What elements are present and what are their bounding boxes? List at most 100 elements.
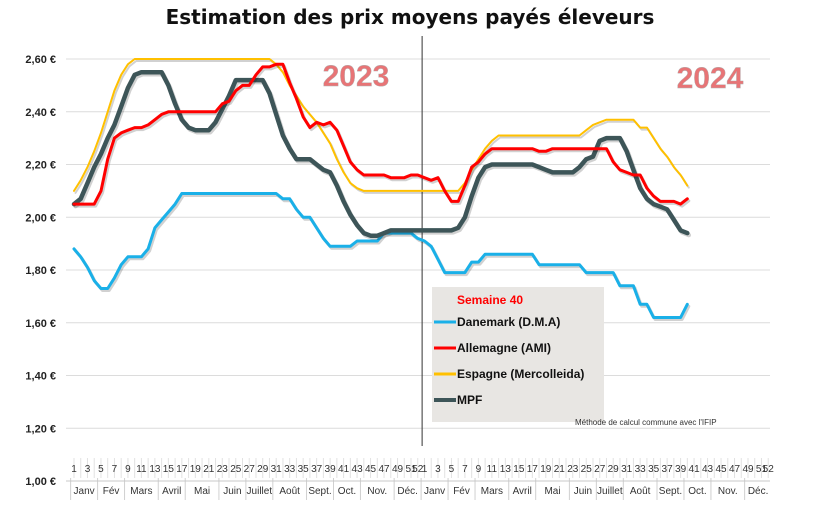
y-tick-label: 1,60 € — [25, 318, 56, 330]
x-tick-label: 5 — [449, 464, 455, 475]
x-tick-label: 1 — [422, 464, 428, 475]
month-label: Août — [279, 486, 300, 497]
x-tick-label: 31 — [621, 464, 633, 475]
month-label: Fév — [103, 486, 120, 497]
month-label: Janv — [74, 486, 95, 497]
month-label: Juillet — [247, 486, 273, 497]
x-tick-label: 52 — [763, 464, 775, 475]
chart-title: Estimation des prix moyens payés éleveur… — [166, 5, 655, 29]
x-tick-label: 33 — [635, 464, 647, 475]
year-label-2023: 2023 — [323, 60, 390, 93]
x-tick-label: 9 — [476, 464, 482, 475]
x-tick-label: 19 — [540, 464, 552, 475]
x-tick-label: 7 — [462, 464, 468, 475]
x-tick-label: 25 — [581, 464, 593, 475]
month-label: Nov. — [367, 486, 387, 497]
month-label: Juin — [223, 486, 241, 497]
month-label: Juillet — [597, 486, 623, 497]
month-label: Oct. — [688, 486, 706, 497]
x-tick-label: 11 — [136, 464, 147, 475]
x-tick-label: 43 — [702, 464, 714, 475]
x-tick-label: 52 — [412, 464, 424, 475]
month-label: Mars — [130, 486, 152, 497]
series-lines — [71, 58, 692, 321]
y-tick-label: 1,80 € — [25, 265, 56, 277]
x-tick-label: 27 — [244, 464, 256, 475]
legend-label-mpf: MPF — [457, 393, 482, 407]
y-tick-label: 2,40 € — [25, 107, 56, 119]
legend-label-danemark-d-m-a: Danemark (D.M.A) — [457, 315, 560, 329]
x-tick-label: 35 — [648, 464, 660, 475]
x-tick-label: 23 — [217, 464, 229, 475]
x-tick-label: 43 — [352, 464, 364, 475]
month-label: Sept. — [659, 486, 682, 497]
legend-label-allemagne-ami: Allemagne (AMI) — [457, 341, 551, 355]
series-shadow-allemagne-ami — [74, 64, 691, 208]
month-label: Déc. — [397, 486, 418, 497]
x-tick-label: 3 — [435, 464, 441, 475]
gridlines — [66, 58, 770, 482]
legend-title: Semaine 40 — [457, 293, 523, 307]
method-note: Méthode de calcul commune avec l'IFIP — [575, 418, 717, 427]
legend-label-espagne-mercolleida: Espagne (Mercolleida) — [457, 367, 584, 381]
month-label: Août — [630, 486, 651, 497]
y-tick-label: 1,40 € — [25, 371, 56, 383]
x-tick-label: 45 — [715, 464, 727, 475]
series-line-allemagne-ami — [72, 62, 689, 206]
x-tick-label: 19 — [190, 464, 202, 475]
x-tick-label: 37 — [662, 464, 674, 475]
x-tick-label: 27 — [594, 464, 606, 475]
x-tick-label: 47 — [729, 464, 741, 475]
x-tick-label: 7 — [112, 464, 118, 475]
legend-box — [432, 287, 604, 422]
x-tick-label: 39 — [675, 464, 687, 475]
x-tick-label: 21 — [203, 464, 215, 475]
x-tick-label: 49 — [392, 464, 404, 475]
x-tick-label: 21 — [554, 464, 566, 475]
month-label: Nov. — [718, 486, 738, 497]
y-tick-label: 1,20 € — [25, 423, 56, 435]
y-tick-label: 2,00 € — [25, 212, 56, 224]
x-tick-label: 31 — [271, 464, 283, 475]
month-label: Mai — [544, 486, 560, 497]
x-tick-label: 41 — [689, 464, 701, 475]
month-label: Avril — [162, 486, 181, 497]
x-tick-label: 17 — [527, 464, 539, 475]
x-tick-label: 13 — [149, 464, 161, 475]
month-label: Déc. — [748, 486, 769, 497]
month-label: Oct. — [338, 486, 356, 497]
month-label: Fév — [453, 486, 470, 497]
x-tick-label: 41 — [338, 464, 350, 475]
x-tick-label: 25 — [230, 464, 242, 475]
month-label: Mars — [481, 486, 503, 497]
x-tick-label: 33 — [284, 464, 296, 475]
x-tick-label: 13 — [500, 464, 512, 475]
y-axis: 1,00 € 1,20 € 1,40 € 1,60 € 1,80 € 2,00 € 2,20… — [25, 54, 56, 488]
x-tick-label: 9 — [125, 464, 131, 475]
x-axis: 1 3 5 7 9 11 13 15 17 19 21 23 25 27 29 31 33 35 37 39 41 43 4… — [66, 458, 774, 500]
x-tick-label: 15 — [513, 464, 525, 475]
legend: Semaine 40 Danemark (D.M.A) Allemagne (AM… — [432, 287, 604, 422]
x-tick-label: 51 — [405, 464, 417, 475]
x-tick-label: 5 — [98, 464, 104, 475]
month-label: Juin — [574, 486, 592, 497]
x-tick-label: 29 — [608, 464, 620, 475]
x-tick-label: 3 — [85, 464, 91, 475]
series-line-espagne-mercolleida — [73, 58, 689, 192]
x-tick-label: 29 — [257, 464, 269, 475]
series-line-mpf — [71, 69, 690, 238]
x-tick-label: 35 — [298, 464, 310, 475]
x-tick-label: 45 — [365, 464, 377, 475]
x-tick-label: 1 — [71, 464, 77, 475]
x-tick-label: 47 — [378, 464, 390, 475]
x-tick-label: 17 — [176, 464, 188, 475]
x-tick-label: 39 — [325, 464, 337, 475]
y-tick-label: 1,00 € — [25, 476, 56, 488]
y-tick-label: 2,20 € — [25, 160, 56, 172]
y-tick-label: 2,60 € — [25, 54, 56, 66]
month-label: Janv — [424, 486, 445, 497]
month-label: Mai — [194, 486, 210, 497]
x-tick-label: 49 — [742, 464, 754, 475]
x-tick-label: 23 — [567, 464, 579, 475]
